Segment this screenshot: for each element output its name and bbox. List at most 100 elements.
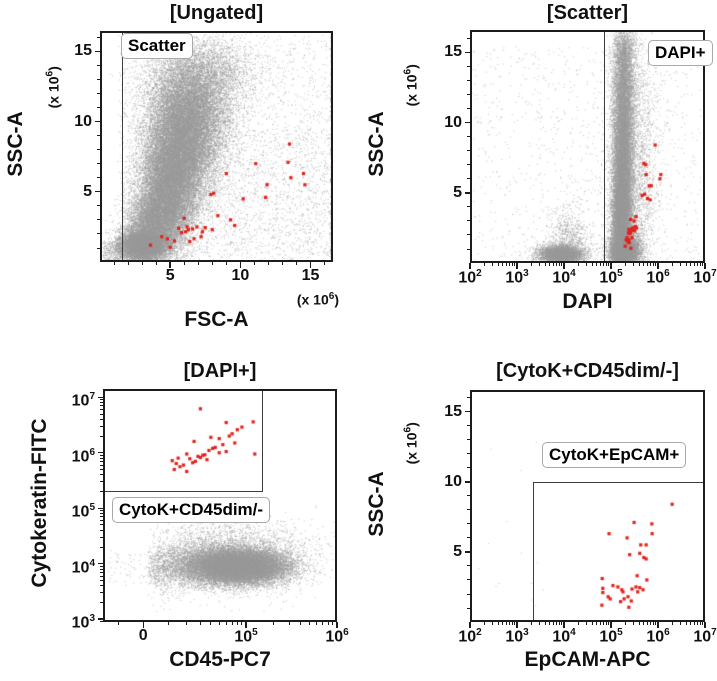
x-minor-tick bbox=[197, 262, 199, 265]
y-minor-tick bbox=[100, 409, 103, 411]
panel-title: [Scatter] bbox=[546, 2, 629, 24]
x-minor-tick bbox=[558, 263, 560, 266]
plot-frame bbox=[103, 389, 337, 622]
y-minor-tick bbox=[100, 520, 103, 521]
x-minor-tick bbox=[211, 262, 213, 265]
y-minor-tick bbox=[100, 510, 103, 512]
x-minor-tick bbox=[694, 263, 695, 266]
x-minor-tick bbox=[316, 622, 318, 625]
x-minor-tick bbox=[253, 262, 255, 265]
y-tick bbox=[97, 563, 103, 565]
x-minor-tick bbox=[296, 262, 297, 265]
y-minor-tick bbox=[467, 509, 470, 511]
gate-label: Scatter bbox=[121, 33, 193, 59]
y-minor-tick bbox=[467, 397, 470, 399]
x-minor-tick bbox=[491, 622, 493, 625]
y-minor-tick bbox=[100, 602, 103, 603]
x-minor-tick bbox=[608, 622, 610, 625]
x-minor-tick bbox=[561, 263, 563, 266]
y-minor-tick bbox=[100, 491, 103, 492]
y-tick-label: 15 bbox=[444, 43, 462, 61]
x-minor-tick bbox=[671, 622, 673, 625]
y-minor-tick bbox=[467, 607, 470, 609]
x-minor-tick bbox=[544, 263, 546, 266]
y-tick bbox=[94, 120, 100, 123]
x-minor-tick bbox=[608, 263, 610, 266]
x-tick-label: 102 bbox=[458, 268, 482, 287]
x-minor-tick bbox=[511, 622, 513, 625]
x-minor-tick bbox=[322, 622, 324, 625]
y-tick bbox=[464, 192, 470, 194]
x-minor-tick bbox=[605, 263, 607, 266]
x-minor-tick bbox=[556, 263, 558, 266]
x-axis-label: FSC-A bbox=[184, 308, 249, 331]
y-minor-tick bbox=[100, 405, 103, 407]
plot-frame bbox=[470, 390, 705, 622]
y-minor-tick bbox=[100, 513, 103, 515]
x-minor-tick bbox=[530, 622, 532, 625]
x-tick bbox=[657, 622, 659, 628]
x-minor-tick bbox=[652, 622, 654, 625]
x-minor-tick bbox=[596, 622, 598, 625]
x-tick bbox=[469, 263, 471, 269]
x-minor-tick bbox=[650, 622, 652, 625]
y-minor-tick bbox=[97, 78, 100, 80]
y-minor-tick bbox=[100, 592, 103, 594]
y-tick-label: 10 bbox=[444, 472, 462, 490]
x-tick bbox=[239, 262, 242, 268]
y-tick-label: 106 bbox=[71, 446, 95, 466]
y-minor-tick bbox=[467, 234, 470, 236]
y-minor-tick bbox=[97, 219, 100, 221]
y-minor-tick bbox=[97, 107, 100, 108]
panel-title: [CytoK+CD45dim/-] bbox=[496, 360, 679, 382]
x-tick bbox=[142, 622, 144, 628]
plot-frame bbox=[100, 31, 333, 262]
x-minor-tick bbox=[624, 622, 626, 625]
x-minor-tick bbox=[685, 622, 687, 625]
y-minor-tick bbox=[467, 439, 470, 441]
y-minor-tick bbox=[100, 464, 103, 466]
x-axis-label: CD45-PC7 bbox=[169, 648, 271, 671]
y-tick-label: 5 bbox=[453, 183, 462, 201]
x-minor-tick bbox=[558, 622, 560, 625]
y-minor-tick bbox=[100, 524, 103, 526]
x-minor-tick bbox=[702, 622, 704, 625]
x-tick-label: 102 bbox=[458, 627, 482, 646]
x-minor-tick bbox=[585, 263, 587, 266]
y-minor-tick bbox=[100, 585, 103, 587]
x-minor-tick bbox=[272, 622, 274, 625]
y-tick-label: 103 bbox=[71, 613, 95, 632]
x-minor-tick bbox=[600, 622, 601, 625]
y-minor-tick bbox=[97, 149, 100, 151]
x-minor-tick bbox=[690, 263, 692, 266]
x-minor-tick bbox=[647, 622, 648, 625]
x-tick-label: 106 bbox=[646, 268, 670, 287]
y-minor-tick bbox=[100, 418, 103, 420]
y-minor-tick bbox=[467, 37, 470, 39]
x-minor-tick bbox=[300, 622, 302, 625]
x-minor-tick bbox=[118, 622, 119, 625]
y-minor-tick bbox=[100, 435, 103, 437]
y-tick bbox=[464, 121, 470, 124]
y-minor-tick bbox=[97, 205, 100, 207]
x-tick-label: 104 bbox=[552, 268, 576, 287]
x-minor-tick bbox=[514, 263, 516, 266]
y-tick-label: 5 bbox=[453, 542, 462, 560]
x-minor-tick bbox=[685, 263, 687, 266]
x-minor-tick bbox=[502, 622, 504, 625]
y-tick-label: 15 bbox=[74, 42, 92, 60]
x-tick bbox=[516, 622, 518, 628]
x-minor-tick bbox=[183, 262, 185, 265]
y-tick-label: 105 bbox=[71, 502, 95, 521]
x-minor-tick bbox=[491, 263, 493, 266]
y-minor-tick bbox=[97, 247, 100, 249]
x-minor-tick bbox=[483, 263, 485, 266]
y-minor-tick bbox=[467, 108, 470, 110]
panel-title: [Ungated] bbox=[169, 2, 264, 24]
gate-label: CytoK+CD45dim/- bbox=[112, 497, 271, 523]
x-tick bbox=[245, 622, 247, 628]
x-minor-tick bbox=[236, 622, 238, 625]
y-minor-tick bbox=[467, 66, 470, 67]
x-minor-tick bbox=[655, 622, 657, 625]
